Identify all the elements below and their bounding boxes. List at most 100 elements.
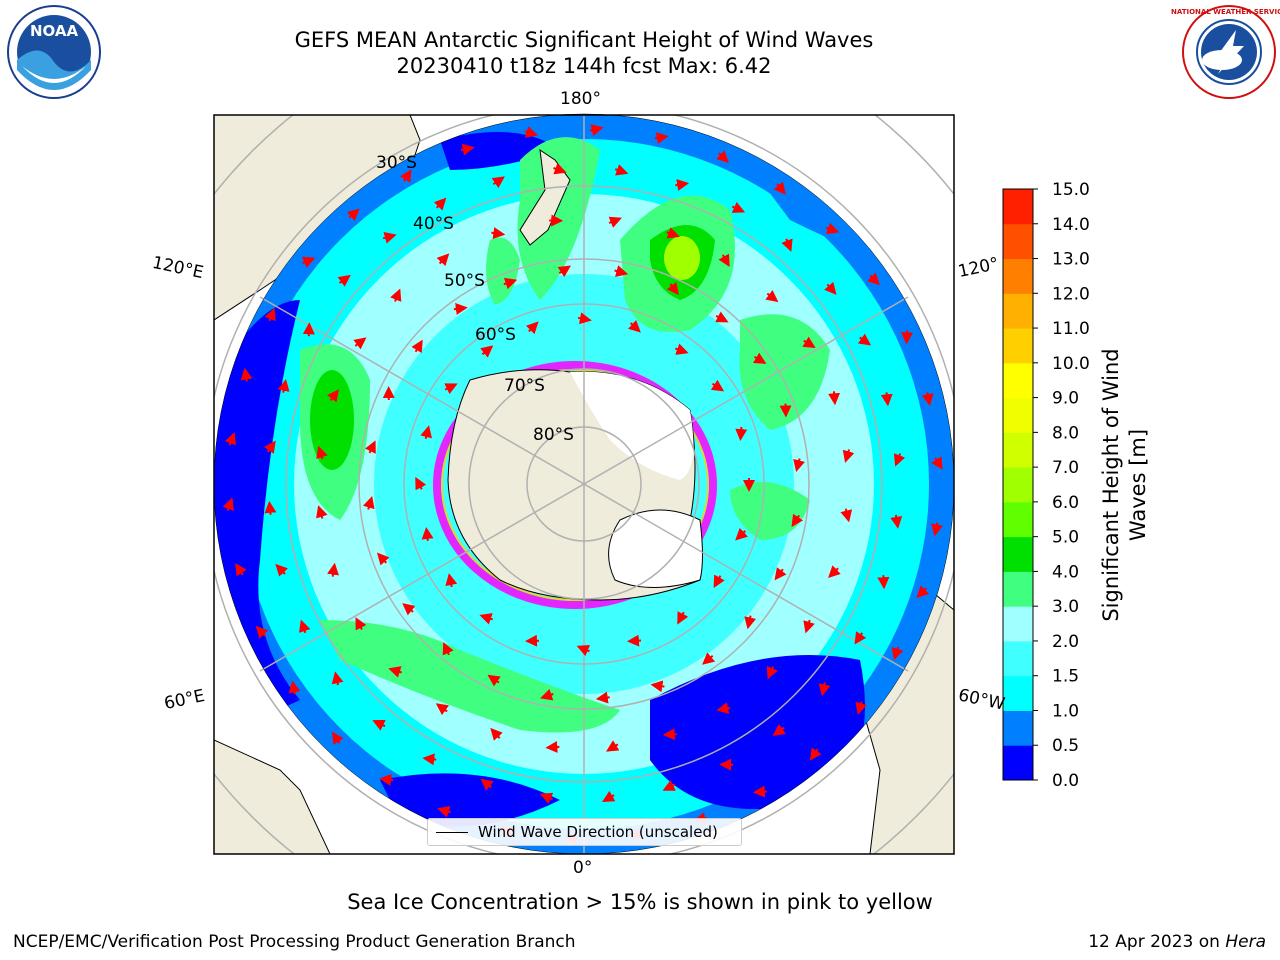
wind-arrow bbox=[288, 680, 301, 695]
wind-arrow bbox=[931, 522, 943, 537]
noaa-logo-icon: NOAA bbox=[7, 5, 101, 99]
lon-label-0: 0° bbox=[573, 858, 593, 878]
wind-arrow bbox=[263, 440, 276, 454]
wind-arrow bbox=[803, 619, 815, 634]
wind-arrow bbox=[774, 567, 787, 581]
wind-arrow bbox=[731, 201, 746, 213]
wind-arrow bbox=[436, 253, 450, 267]
legend-line-icon bbox=[436, 831, 468, 833]
wind-arrow bbox=[901, 330, 914, 345]
colorbar-tick-label: 4.0 bbox=[1052, 562, 1079, 582]
wind-arrow bbox=[702, 652, 716, 665]
colorbar-tick-label: 3.0 bbox=[1052, 597, 1079, 617]
wind-arrow bbox=[828, 565, 841, 578]
wind-arrow bbox=[491, 176, 505, 189]
wind-arrow bbox=[490, 727, 503, 741]
colorbar-swatch bbox=[1003, 467, 1033, 503]
colorbar-swatch bbox=[1003, 362, 1033, 399]
wind-arrow bbox=[435, 703, 450, 716]
wind-arrow bbox=[818, 682, 831, 697]
colorbar bbox=[1002, 188, 1034, 781]
wind-arrow bbox=[662, 728, 677, 741]
colorbar-tick-label: 13.0 bbox=[1052, 250, 1090, 270]
wind-arrow bbox=[916, 585, 930, 599]
nws-text: NATIONAL WEATHER SERVICE bbox=[1171, 8, 1280, 16]
wind-arrow bbox=[400, 169, 412, 183]
wind-arrow bbox=[666, 281, 679, 296]
colorbar-title-line-1: Significant Height of Wind bbox=[1099, 348, 1123, 622]
wind-arrow bbox=[480, 345, 494, 358]
wind-arrow bbox=[382, 231, 397, 244]
wind-arrow bbox=[752, 785, 767, 798]
wind-arrow bbox=[487, 674, 501, 687]
map-legend: Wind Wave Direction (unscaled) bbox=[427, 818, 742, 846]
colorbar-swatch bbox=[1003, 258, 1033, 294]
wind-arrow bbox=[854, 631, 867, 645]
wind-arrow bbox=[331, 671, 344, 686]
wind-arrow bbox=[627, 634, 642, 647]
wind-arrow bbox=[765, 290, 779, 303]
wind-arrow bbox=[627, 319, 641, 333]
wind-arrow bbox=[589, 124, 604, 136]
wind-arrow bbox=[525, 321, 539, 335]
colorbar-tick-label: 15.0 bbox=[1052, 180, 1090, 200]
wind-arrow bbox=[539, 792, 554, 804]
lat-label-40s: 40°S bbox=[413, 214, 454, 234]
legend-label: Wind Wave Direction (unscaled) bbox=[478, 823, 718, 841]
colorbar-tick-label: 12.0 bbox=[1052, 284, 1090, 304]
graticule bbox=[214, 115, 954, 854]
wind-arrow bbox=[857, 333, 872, 346]
wind-arrow bbox=[346, 208, 360, 222]
colorbar-swatch bbox=[1003, 606, 1033, 642]
wind-arrow bbox=[364, 440, 376, 454]
footer-branch: NCEP/EMC/Verification Post Processing Pr… bbox=[13, 932, 576, 952]
wind-arrow bbox=[420, 425, 432, 440]
wind-arrow bbox=[316, 505, 328, 519]
wind-arrow bbox=[791, 513, 804, 528]
wind-arrow bbox=[376, 552, 390, 566]
wind-arrow bbox=[867, 272, 880, 286]
colorbar-tick-label: 0.0 bbox=[1052, 771, 1079, 791]
wind-arrow bbox=[662, 779, 676, 791]
wind-arrow bbox=[379, 773, 394, 786]
wind-arrow bbox=[557, 265, 571, 278]
colorbar-tick-label: 1.0 bbox=[1052, 701, 1079, 721]
colorbar-tick-label: 0.5 bbox=[1052, 736, 1079, 756]
wind-arrow bbox=[595, 691, 610, 704]
wind-arrow bbox=[316, 445, 328, 460]
wind-arrow bbox=[773, 181, 786, 195]
wind-arrow bbox=[576, 645, 591, 657]
wind-arrow bbox=[224, 432, 237, 446]
wind-arrow bbox=[877, 575, 890, 590]
wind-arrow bbox=[781, 238, 793, 252]
wind-arrow bbox=[577, 312, 592, 325]
wind-arrow bbox=[614, 265, 629, 277]
colorbar-tick-label: 7.0 bbox=[1052, 458, 1079, 478]
wind-arrow bbox=[235, 563, 247, 577]
wind-arrow bbox=[654, 132, 669, 144]
wind-arrow bbox=[355, 617, 367, 631]
lat-label-50s: 50°S bbox=[444, 271, 485, 291]
wind-arrow bbox=[601, 790, 616, 802]
wind-arrow bbox=[824, 281, 837, 295]
wind-arrow bbox=[480, 778, 494, 791]
colorbar-tick-label: 10.0 bbox=[1052, 354, 1090, 374]
colorbar-swatch bbox=[1003, 536, 1033, 572]
wind-arrow bbox=[716, 702, 731, 714]
wind-arrow bbox=[302, 322, 315, 337]
wind-arrow bbox=[931, 456, 943, 470]
wind-arrow bbox=[433, 197, 447, 211]
footer-date: 12 Apr 2023 on Hera bbox=[1088, 932, 1266, 952]
colorbar-tick-label: 6.0 bbox=[1052, 493, 1079, 513]
wind-arrow bbox=[675, 179, 690, 191]
colorbar-swatch bbox=[1003, 675, 1033, 711]
wind-arrow bbox=[880, 392, 893, 407]
wind-arrow bbox=[718, 253, 730, 268]
wind-arrow bbox=[766, 665, 778, 680]
wind-arrow bbox=[825, 222, 840, 235]
wind-arrow bbox=[677, 611, 689, 625]
wind-arrow bbox=[301, 256, 316, 268]
noaa-text: NOAA bbox=[30, 22, 79, 40]
wind-arrow bbox=[608, 216, 622, 228]
wind-arrow bbox=[337, 274, 351, 287]
